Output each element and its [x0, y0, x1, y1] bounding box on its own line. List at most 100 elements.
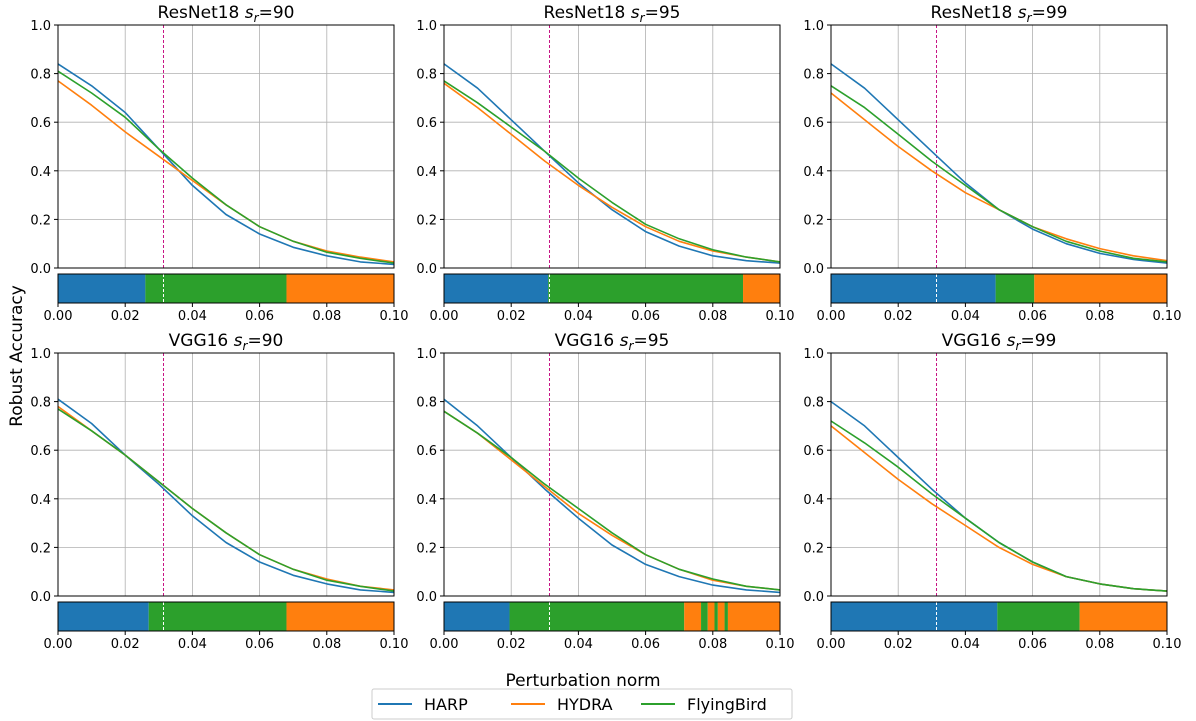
y-axis-label: Robust Accuracy: [7, 285, 27, 427]
best-bar-segment: [714, 602, 718, 631]
best-bar-frame: [57, 601, 395, 632]
plot-frame: [830, 352, 1168, 597]
y-tick-label: 0.4: [416, 165, 437, 180]
legend: HARP HYDRA FlyingBird: [371, 688, 793, 720]
y-tick-label: 0.4: [803, 165, 824, 180]
x-tick-label: 0.06: [245, 637, 274, 652]
chart-panel-5: 0.0 0.2 0.4 0.6 0.8 1.0 VGG16 sr=95 0.00 0.02 0.0…: [416, 331, 794, 652]
x-tick-label: 0.02: [497, 637, 526, 652]
y-tick-label: 0.0: [416, 590, 437, 605]
y-tick-label: 0.6: [416, 116, 437, 131]
chart-panel-6: 0.0 0.2 0.4 0.6 0.8 1.0 VGG16 sr=99 0.00 0.02 0.0…: [803, 331, 1181, 652]
best-bar-segment: [58, 274, 146, 303]
x-tick-label: 0.04: [178, 637, 207, 652]
y-tick-label: 0.8: [803, 68, 824, 83]
chart-title: VGG16 sr=90: [169, 331, 284, 353]
x-tick-label: 0.06: [631, 637, 660, 652]
y-tick-label: 0.0: [30, 590, 51, 605]
panels-layer: 0.0 0.2 0.4 0.6 0.8 1.0 ResNet18 sr=90 0.00 0.02…: [30, 3, 1181, 652]
x-tick-label: 0.06: [631, 309, 660, 324]
x-tick-label: 0.00: [817, 637, 846, 652]
series-line-flyingbird: [830, 85, 1168, 263]
legend-label-harp: HARP: [424, 695, 468, 714]
series-line-hydra: [830, 92, 1168, 262]
best-bar-segment: [1034, 274, 1167, 303]
plot-frame: [443, 352, 781, 597]
x-tick-label: 0.02: [884, 309, 913, 324]
series-line-harp: [57, 63, 395, 266]
chart-title: ResNet18 sr=90: [158, 3, 295, 25]
y-tick-label: 0.0: [30, 262, 51, 277]
plot-frame: [830, 24, 1168, 269]
series-line-flyingbird: [830, 420, 1168, 592]
x-tick-label: 0.00: [44, 637, 73, 652]
y-tick-label: 0.0: [416, 262, 437, 277]
legend-label-hydra: HYDRA: [557, 695, 613, 714]
x-axis-label: Perturbation norm: [505, 671, 660, 691]
best-bar-frame: [830, 601, 1168, 632]
chart-title: ResNet18 sr=95: [544, 3, 681, 25]
y-tick-label: 0.2: [416, 213, 437, 228]
best-bar-segment: [724, 602, 728, 631]
x-tick-label: 0.10: [1153, 637, 1182, 652]
x-tick-label: 0.08: [312, 309, 341, 324]
y-tick-label: 0.2: [30, 541, 51, 556]
y-tick-label: 0.4: [416, 493, 437, 508]
series-line-hydra: [57, 80, 395, 263]
series-line-harp: [57, 398, 395, 594]
y-tick-label: 0.8: [30, 68, 51, 83]
y-tick-label: 1.0: [30, 19, 51, 34]
series-line-hydra: [830, 425, 1168, 592]
y-tick-label: 0.2: [803, 213, 824, 228]
series-line-hydra: [57, 405, 395, 591]
best-bar-segment: [727, 602, 780, 631]
y-tick-label: 0.2: [803, 541, 824, 556]
x-tick-label: 0.00: [430, 637, 459, 652]
series-line-harp: [830, 63, 1168, 264]
y-tick-label: 1.0: [416, 19, 437, 34]
plot-frame: [443, 24, 781, 269]
x-tick-label: 0.06: [1018, 309, 1047, 324]
x-tick-label: 0.00: [430, 309, 459, 324]
x-tick-label: 0.02: [111, 637, 140, 652]
y-tick-label: 1.0: [30, 347, 51, 362]
best-bar-segment: [509, 602, 685, 631]
y-tick-label: 0.0: [803, 590, 824, 605]
y-tick-label: 0.6: [30, 116, 51, 131]
x-tick-label: 0.04: [564, 637, 593, 652]
chart-panel-4: 0.0 0.2 0.4 0.6 0.8 1.0 VGG16 sr=90 0.00 0.02 0.0…: [30, 331, 408, 652]
chart-title: ResNet18 sr=99: [931, 3, 1068, 25]
legend-label-flyingbird: FlyingBird: [687, 695, 767, 714]
x-tick-label: 0.04: [951, 309, 980, 324]
y-tick-label: 0.6: [803, 444, 824, 459]
x-tick-label: 0.04: [178, 309, 207, 324]
series-line-flyingbird: [443, 410, 781, 591]
x-tick-label: 0.02: [497, 309, 526, 324]
chart-panel-3: 0.0 0.2 0.4 0.6 0.8 1.0 ResNet18 sr=99 0.00 0.02…: [803, 3, 1181, 324]
x-tick-label: 0.08: [698, 309, 727, 324]
y-tick-label: 0.8: [416, 396, 437, 411]
series-line-flyingbird: [443, 80, 781, 263]
best-bar-segment: [286, 274, 394, 303]
y-tick-label: 0.4: [30, 165, 51, 180]
x-tick-label: 0.02: [884, 637, 913, 652]
x-tick-label: 0.10: [380, 309, 409, 324]
best-bar-segment: [444, 274, 549, 303]
best-bar-frame: [830, 273, 1168, 304]
y-tick-label: 0.8: [416, 68, 437, 83]
x-tick-label: 0.08: [312, 637, 341, 652]
best-bar-segment: [717, 602, 725, 631]
x-tick-label: 0.10: [1153, 309, 1182, 324]
series-line-flyingbird: [57, 70, 395, 264]
chart-title: VGG16 sr=99: [942, 331, 1057, 353]
y-tick-label: 0.2: [416, 541, 437, 556]
best-bar-segment: [701, 602, 708, 631]
best-bar-segment: [548, 274, 744, 303]
y-tick-label: 0.4: [30, 493, 51, 508]
x-tick-label: 0.10: [380, 637, 409, 652]
series-line-harp: [443, 398, 781, 594]
series-line-hydra: [443, 410, 781, 591]
chart-panel-1: 0.0 0.2 0.4 0.6 0.8 1.0 ResNet18 sr=90 0.00 0.02…: [30, 3, 408, 324]
best-bar-segment: [1079, 602, 1167, 631]
